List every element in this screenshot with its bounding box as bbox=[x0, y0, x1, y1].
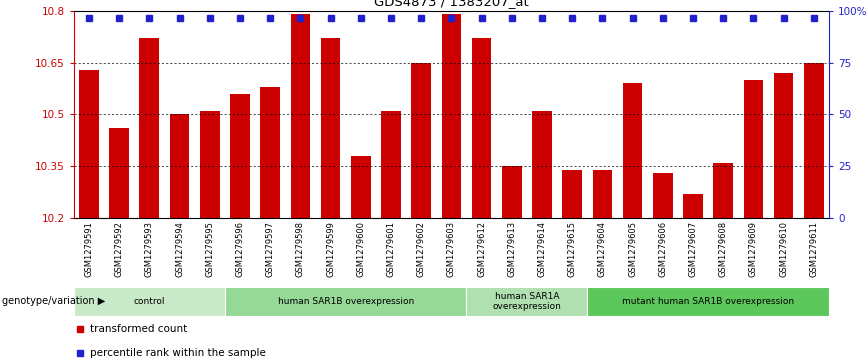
Text: GSM1279594: GSM1279594 bbox=[175, 221, 184, 277]
Text: GSM1279605: GSM1279605 bbox=[628, 221, 637, 277]
Text: GSM1279600: GSM1279600 bbox=[356, 221, 365, 277]
Text: GSM1279602: GSM1279602 bbox=[417, 221, 425, 277]
Text: GSM1279596: GSM1279596 bbox=[235, 221, 245, 277]
Text: GSM1279611: GSM1279611 bbox=[809, 221, 819, 277]
Bar bbox=[230, 94, 250, 218]
Text: GSM1279609: GSM1279609 bbox=[749, 221, 758, 277]
Bar bbox=[381, 111, 401, 218]
Bar bbox=[74, 287, 225, 316]
Bar bbox=[683, 194, 703, 218]
Bar bbox=[79, 70, 99, 218]
Bar bbox=[466, 287, 588, 316]
Bar bbox=[622, 83, 642, 218]
Text: percentile rank within the sample: percentile rank within the sample bbox=[90, 348, 266, 358]
Text: GSM1279613: GSM1279613 bbox=[507, 221, 516, 277]
Bar bbox=[320, 38, 340, 218]
Bar bbox=[502, 166, 522, 218]
Bar bbox=[713, 163, 733, 218]
Bar bbox=[225, 287, 466, 316]
Text: GSM1279603: GSM1279603 bbox=[447, 221, 456, 277]
Text: GSM1279606: GSM1279606 bbox=[658, 221, 667, 277]
Bar bbox=[804, 63, 824, 218]
Bar bbox=[169, 114, 189, 218]
Text: GSM1279592: GSM1279592 bbox=[115, 221, 123, 277]
Text: human SAR1A
overexpression: human SAR1A overexpression bbox=[492, 291, 562, 311]
Text: GSM1279614: GSM1279614 bbox=[537, 221, 547, 277]
Text: GSM1279608: GSM1279608 bbox=[719, 221, 727, 277]
Text: GSM1279607: GSM1279607 bbox=[688, 221, 698, 277]
Text: GSM1279615: GSM1279615 bbox=[568, 221, 576, 277]
Text: mutant human SAR1B overexpression: mutant human SAR1B overexpression bbox=[622, 297, 794, 306]
Text: GSM1279604: GSM1279604 bbox=[598, 221, 607, 277]
Text: GSM1279593: GSM1279593 bbox=[145, 221, 154, 277]
Bar bbox=[744, 80, 763, 218]
Bar bbox=[532, 111, 552, 218]
Title: GDS4873 / 1383207_at: GDS4873 / 1383207_at bbox=[374, 0, 529, 8]
Bar bbox=[291, 15, 310, 218]
Text: GSM1279598: GSM1279598 bbox=[296, 221, 305, 277]
Bar bbox=[109, 128, 129, 218]
Text: GSM1279591: GSM1279591 bbox=[84, 221, 94, 277]
Text: GSM1279612: GSM1279612 bbox=[477, 221, 486, 277]
Bar bbox=[562, 170, 582, 218]
Text: control: control bbox=[134, 297, 165, 306]
Text: GSM1279601: GSM1279601 bbox=[386, 221, 396, 277]
Bar bbox=[588, 287, 829, 316]
Text: human SAR1B overexpression: human SAR1B overexpression bbox=[278, 297, 414, 306]
Text: GSM1279597: GSM1279597 bbox=[266, 221, 274, 277]
Text: transformed count: transformed count bbox=[90, 324, 187, 334]
Bar bbox=[140, 38, 159, 218]
Bar bbox=[653, 173, 673, 218]
Text: GSM1279599: GSM1279599 bbox=[326, 221, 335, 277]
Bar bbox=[471, 38, 491, 218]
Text: GSM1279610: GSM1279610 bbox=[779, 221, 788, 277]
Bar bbox=[351, 156, 371, 218]
Bar bbox=[411, 63, 431, 218]
Text: GSM1279595: GSM1279595 bbox=[205, 221, 214, 277]
Bar bbox=[773, 73, 793, 218]
Bar bbox=[260, 87, 280, 218]
Bar bbox=[593, 170, 612, 218]
Bar bbox=[200, 111, 220, 218]
Text: genotype/variation ▶: genotype/variation ▶ bbox=[2, 296, 105, 306]
Bar bbox=[442, 15, 461, 218]
